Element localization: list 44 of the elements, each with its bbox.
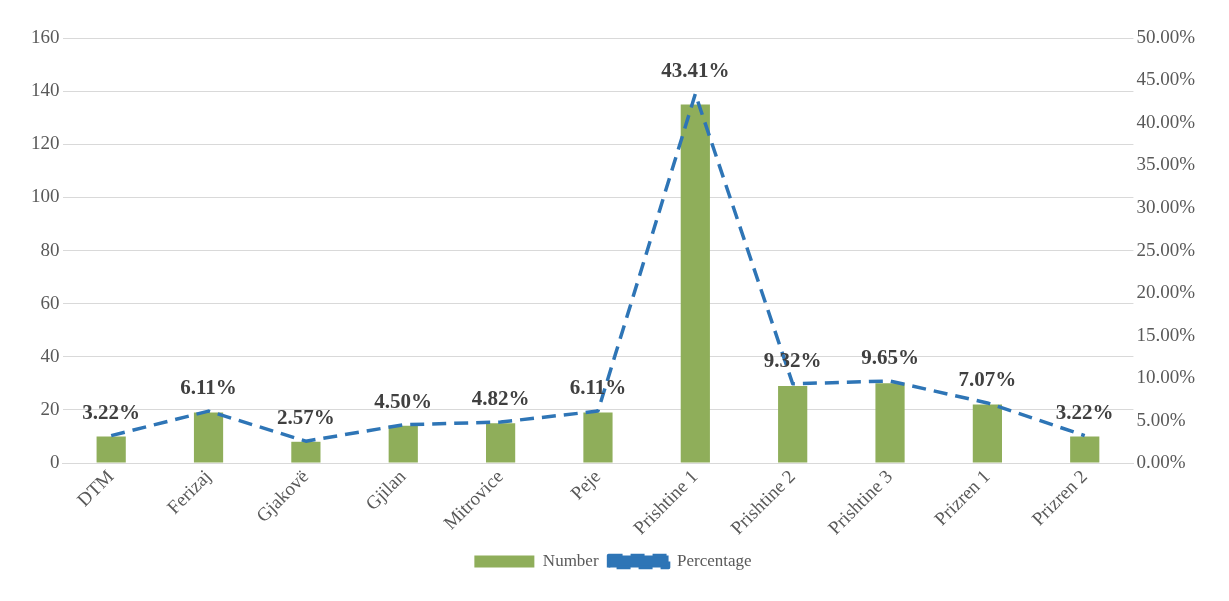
bar [193, 412, 224, 463]
data-label: 7.07% [958, 366, 1017, 391]
y-tick-label: 0 [50, 451, 60, 473]
y2-tick-label: 15.00% [1136, 323, 1196, 345]
y2-tick-label: 30.00% [1136, 196, 1196, 217]
bar [96, 436, 126, 463]
data-label: 2.57% [277, 405, 335, 430]
y2-tick-label: 10.00% [1136, 366, 1196, 388]
legend-label: Percentage [677, 550, 752, 570]
bar [875, 383, 905, 463]
data-label: 6.11% [569, 375, 627, 400]
y-tick-label: 40 [40, 344, 60, 366]
legend-label: Number [542, 550, 599, 570]
y-tick-label: 160 [31, 25, 60, 47]
bar [972, 404, 1002, 463]
y2-tick-label: 45.00% [1136, 68, 1196, 90]
bar [778, 385, 808, 463]
bar [680, 104, 710, 463]
data-label: 43.41% [661, 57, 730, 82]
bar [1070, 436, 1100, 463]
y-tick-label: 100 [31, 185, 60, 207]
data-label: 3.22% [82, 399, 141, 424]
bar [486, 423, 516, 463]
y-tick-label: 120 [31, 132, 60, 154]
y2-tick-label: 25.00% [1136, 238, 1196, 260]
x-tick-label: Peje [566, 465, 605, 504]
data-label: 6.11% [180, 375, 237, 400]
bar [388, 425, 418, 463]
bar [583, 412, 613, 463]
y2-tick-label: 5.00% [1136, 408, 1186, 430]
y2-tick-label: 20.00% [1136, 281, 1196, 302]
data-label: 4.50% [374, 388, 433, 413]
y-tick-label: 20 [40, 397, 60, 419]
y2-tick-label: 40.00% [1136, 110, 1196, 132]
y-tick-label: 140 [31, 79, 60, 101]
y2-tick-label: 35.00% [1136, 153, 1196, 175]
y2-tick-label: 0.00% [1136, 451, 1186, 473]
data-label: 4.82% [471, 385, 530, 410]
data-label: 3.22% [1055, 399, 1114, 424]
data-label: 9.65% [861, 344, 919, 369]
y2-tick-label: 50.00% [1136, 25, 1196, 47]
y-tick-label: 80 [40, 238, 60, 260]
bar [291, 441, 321, 463]
y-tick-label: 60 [40, 291, 60, 313]
